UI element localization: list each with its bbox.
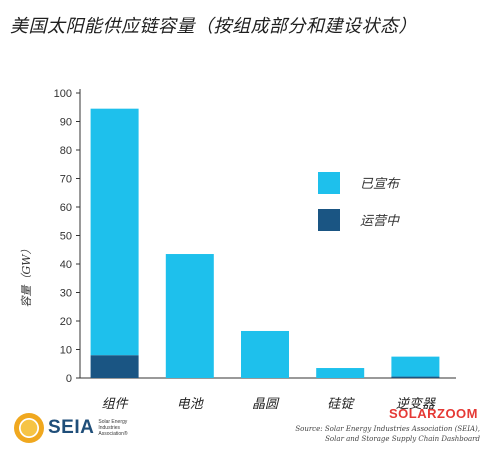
y-tick-label: 80 bbox=[60, 145, 72, 157]
logo-subtitle: Solar Energy Industries Association® bbox=[98, 419, 128, 437]
legend-swatch bbox=[318, 209, 340, 231]
y-tick-label: 10 bbox=[60, 345, 72, 357]
x-tick-label: 电池 bbox=[177, 397, 205, 412]
y-tick-label: 70 bbox=[60, 174, 72, 186]
y-tick-label: 30 bbox=[60, 288, 72, 300]
bar-segment bbox=[391, 376, 440, 378]
axes: 0 10 20 30 40 50 60 70 80 90 100 组件 电池 晶圆 硅锭 逆变器 bbox=[54, 88, 456, 412]
y-tick-label: 0 bbox=[66, 373, 72, 385]
bar-segment bbox=[391, 356, 440, 377]
watermark: SOLARZOOM bbox=[389, 406, 478, 421]
bar-segment bbox=[90, 108, 139, 356]
bar-segment bbox=[316, 368, 365, 378]
x-tick-label: 硅锭 bbox=[327, 397, 355, 412]
seia-logo: SEIA Solar Energy Industries Association… bbox=[14, 410, 128, 446]
y-tick-label: 60 bbox=[60, 202, 72, 214]
y-axis-label: 容量（GW） bbox=[20, 243, 33, 307]
y-tick-label: 50 bbox=[60, 231, 72, 243]
y-tick-label: 40 bbox=[60, 259, 72, 271]
source-note: Source: Solar Energy Industries Associat… bbox=[270, 424, 480, 444]
y-tick-label: 90 bbox=[60, 117, 72, 129]
legend-label: 已宣布 bbox=[360, 177, 401, 192]
y-tick-label: 20 bbox=[60, 316, 72, 328]
legend-label: 运营中 bbox=[360, 214, 400, 229]
sun-logo-icon bbox=[14, 413, 44, 443]
chart-title: 美国太阳能供应链容量（按组成部分和建设状态） bbox=[10, 16, 417, 37]
x-tick-label: 逆变器 bbox=[396, 396, 436, 412]
source-line-1: Source: Solar Energy Industries Associat… bbox=[295, 425, 480, 433]
x-tick-label: 晶圆 bbox=[252, 397, 280, 412]
x-tick-label: 组件 bbox=[102, 397, 129, 412]
logo-wordmark: SEIA bbox=[48, 417, 95, 438]
bars bbox=[90, 108, 440, 378]
y-tick-label: 100 bbox=[54, 88, 72, 100]
bar-segment bbox=[241, 330, 289, 378]
legend-swatch bbox=[318, 172, 340, 194]
source-line-2: Solar and Storage Supply Chain Dashboard bbox=[325, 435, 480, 443]
bar-segment bbox=[165, 254, 214, 378]
bar-segment bbox=[90, 355, 139, 378]
